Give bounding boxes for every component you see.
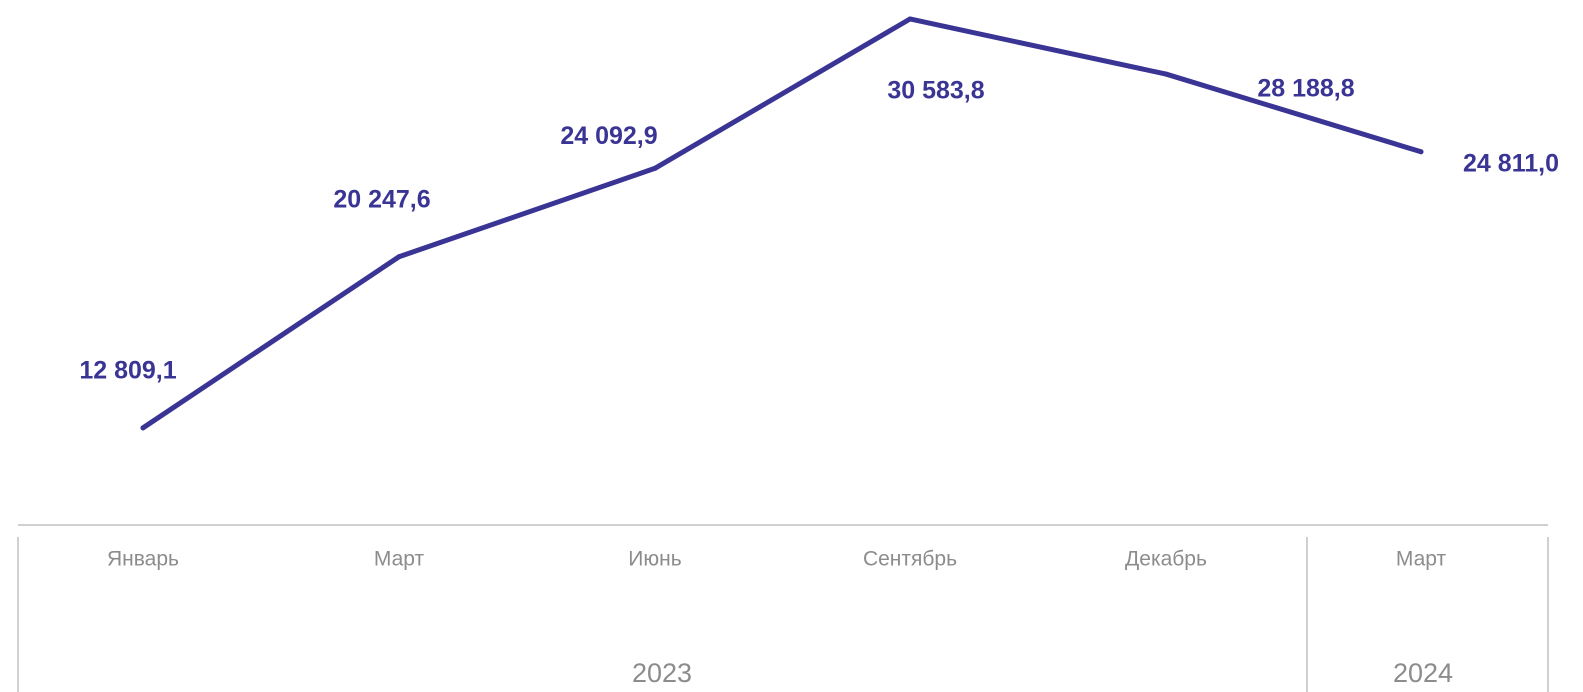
x-tick-label: Декабрь — [1125, 548, 1207, 571]
data-point — [141, 425, 146, 430]
data-label: 12 809,1 — [79, 356, 176, 384]
data-point — [397, 254, 402, 259]
x-tick-label: Март — [374, 548, 425, 571]
data-point — [1419, 149, 1424, 154]
data-label: 30 583,8 — [887, 77, 984, 105]
x-tick-label: Март — [1396, 548, 1447, 571]
x-tick-label: Январь — [107, 548, 179, 571]
data-point — [1164, 72, 1169, 77]
series-line — [143, 19, 1421, 428]
year-label: 2023 — [632, 658, 692, 688]
data-label: 24 811,0 — [1463, 149, 1559, 177]
x-tick-label: Июнь — [628, 548, 681, 571]
data-label: 20 247,6 — [333, 185, 430, 213]
data-label: 28 188,8 — [1257, 75, 1354, 103]
x-tick-label: Сентябрь — [863, 548, 957, 571]
data-point — [908, 16, 913, 21]
data-point — [653, 166, 658, 171]
data-label: 24 092,9 — [560, 122, 657, 150]
year-label: 2024 — [1393, 658, 1453, 688]
